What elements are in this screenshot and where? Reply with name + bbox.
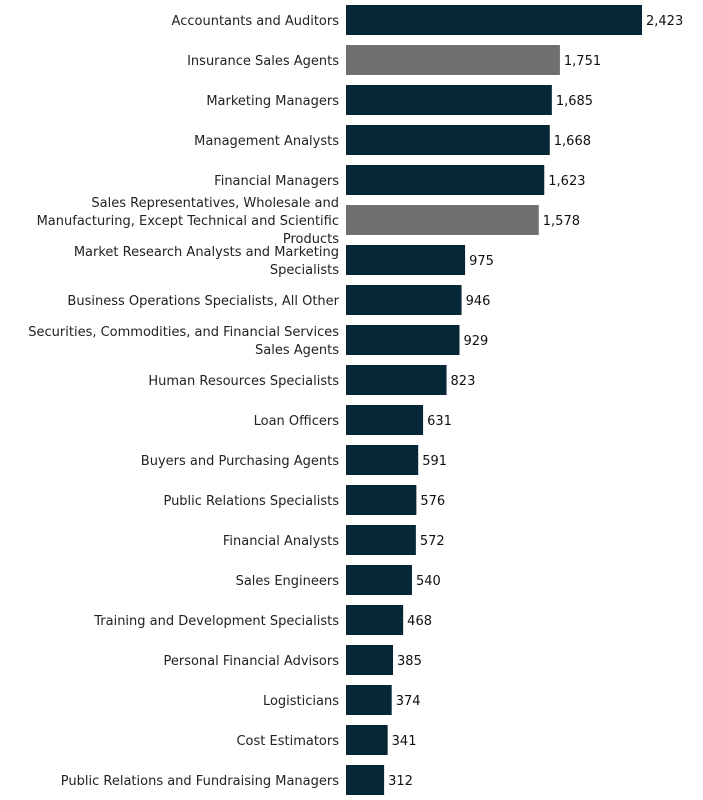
value-label: 385 [397, 654, 422, 669]
value-label: 1,623 [548, 174, 585, 189]
value-label: 312 [388, 774, 413, 789]
category-label: Loan Officers [254, 414, 340, 429]
category-label: Market Research Analysts and Marketing Sp… [74, 245, 339, 278]
value-label: 591 [422, 454, 447, 469]
bar-19 [346, 725, 388, 755]
category-label: Marketing Managers [206, 94, 339, 109]
category-label: Financial Analysts [223, 534, 339, 549]
category-label: Management Analysts [194, 134, 339, 149]
category-label: Accountants and Auditors [172, 14, 340, 29]
category-label: Sales Representatives, Wholesale and Manu… [37, 196, 340, 247]
bar-1 [346, 5, 642, 35]
bar-16 [346, 605, 404, 635]
category-label: Cost Estimators [236, 734, 339, 749]
bar-20 [346, 765, 385, 795]
bar-7 [346, 245, 466, 275]
bar-2 [346, 45, 560, 75]
category-label: Public Relations Specialists [163, 494, 339, 509]
bar-11 [346, 405, 424, 435]
value-label: 975 [469, 254, 494, 269]
bar-6 [346, 205, 539, 235]
bar-3 [346, 85, 552, 115]
bar-13 [346, 485, 417, 515]
category-label: Sales Engineers [236, 574, 340, 589]
value-label: 341 [392, 734, 417, 749]
value-label: 631 [427, 414, 452, 429]
value-label: 1,578 [543, 214, 580, 229]
category-label: Logisticians [263, 694, 339, 709]
value-label: 2,423 [646, 14, 683, 29]
value-label: 468 [407, 614, 432, 629]
bar-10 [346, 365, 447, 395]
value-label: 374 [396, 694, 421, 709]
bar-5 [346, 165, 545, 195]
category-label: Securities, Commodities, and Financial S… [28, 325, 339, 358]
category-label: Business Operations Specialists, All Oth… [67, 294, 339, 309]
value-label: 540 [416, 574, 441, 589]
bars-layer [346, 5, 642, 795]
category-label: Insurance Sales Agents [187, 54, 339, 69]
bar-17 [346, 645, 394, 675]
bar-14 [346, 525, 416, 555]
category-label: Financial Managers [214, 174, 339, 189]
category-label: Buyers and Purchasing Agents [141, 454, 339, 469]
value-label: 929 [463, 334, 488, 349]
bar-4 [346, 125, 550, 155]
value-label: 1,668 [554, 134, 591, 149]
category-labels: Accountants and Auditors Insurance Sales … [28, 14, 339, 789]
value-label: 946 [466, 294, 491, 309]
value-label: 1,685 [556, 94, 593, 109]
value-labels: 2,423 1,751 1,685 1,668 1,623 1,578 975 946 929 8… [388, 14, 683, 789]
value-label: 1,751 [564, 54, 601, 69]
value-label: 576 [420, 494, 445, 509]
category-label: Training and Development Specialists [93, 614, 339, 629]
value-label: 823 [451, 374, 476, 389]
bar-18 [346, 685, 392, 715]
category-label: Human Resources Specialists [148, 374, 339, 389]
bar-8 [346, 285, 462, 315]
category-label: Personal Financial Advisors [163, 654, 339, 669]
bar-9 [346, 325, 460, 355]
bar-15 [346, 565, 412, 595]
bar-12 [346, 445, 419, 475]
value-label: 572 [420, 534, 445, 549]
category-label: Public Relations and Fundraising Manager… [61, 774, 339, 789]
